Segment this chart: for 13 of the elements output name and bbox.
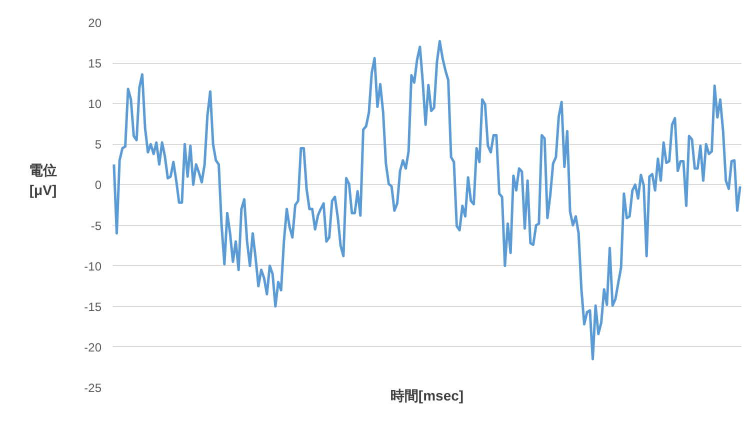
y-tick-label: 0: [94, 178, 102, 192]
y-tick-label: 10: [88, 97, 102, 112]
y-tick-label: 20: [88, 16, 102, 30]
y-tick-label: -25: [84, 381, 102, 395]
y-axis-title: 電位[μV]: [28, 161, 58, 200]
line-series: [112, 40, 742, 360]
y-tick-label: -15: [84, 300, 102, 314]
y-tick-label: 5: [94, 138, 102, 152]
y-tick-label: -10: [84, 259, 102, 274]
y-tick-label: 15: [88, 56, 102, 71]
x-axis-title: 時間[msec]: [390, 388, 464, 404]
y-tick-label: -5: [90, 218, 102, 233]
y-tick-label: -20: [84, 340, 102, 354]
